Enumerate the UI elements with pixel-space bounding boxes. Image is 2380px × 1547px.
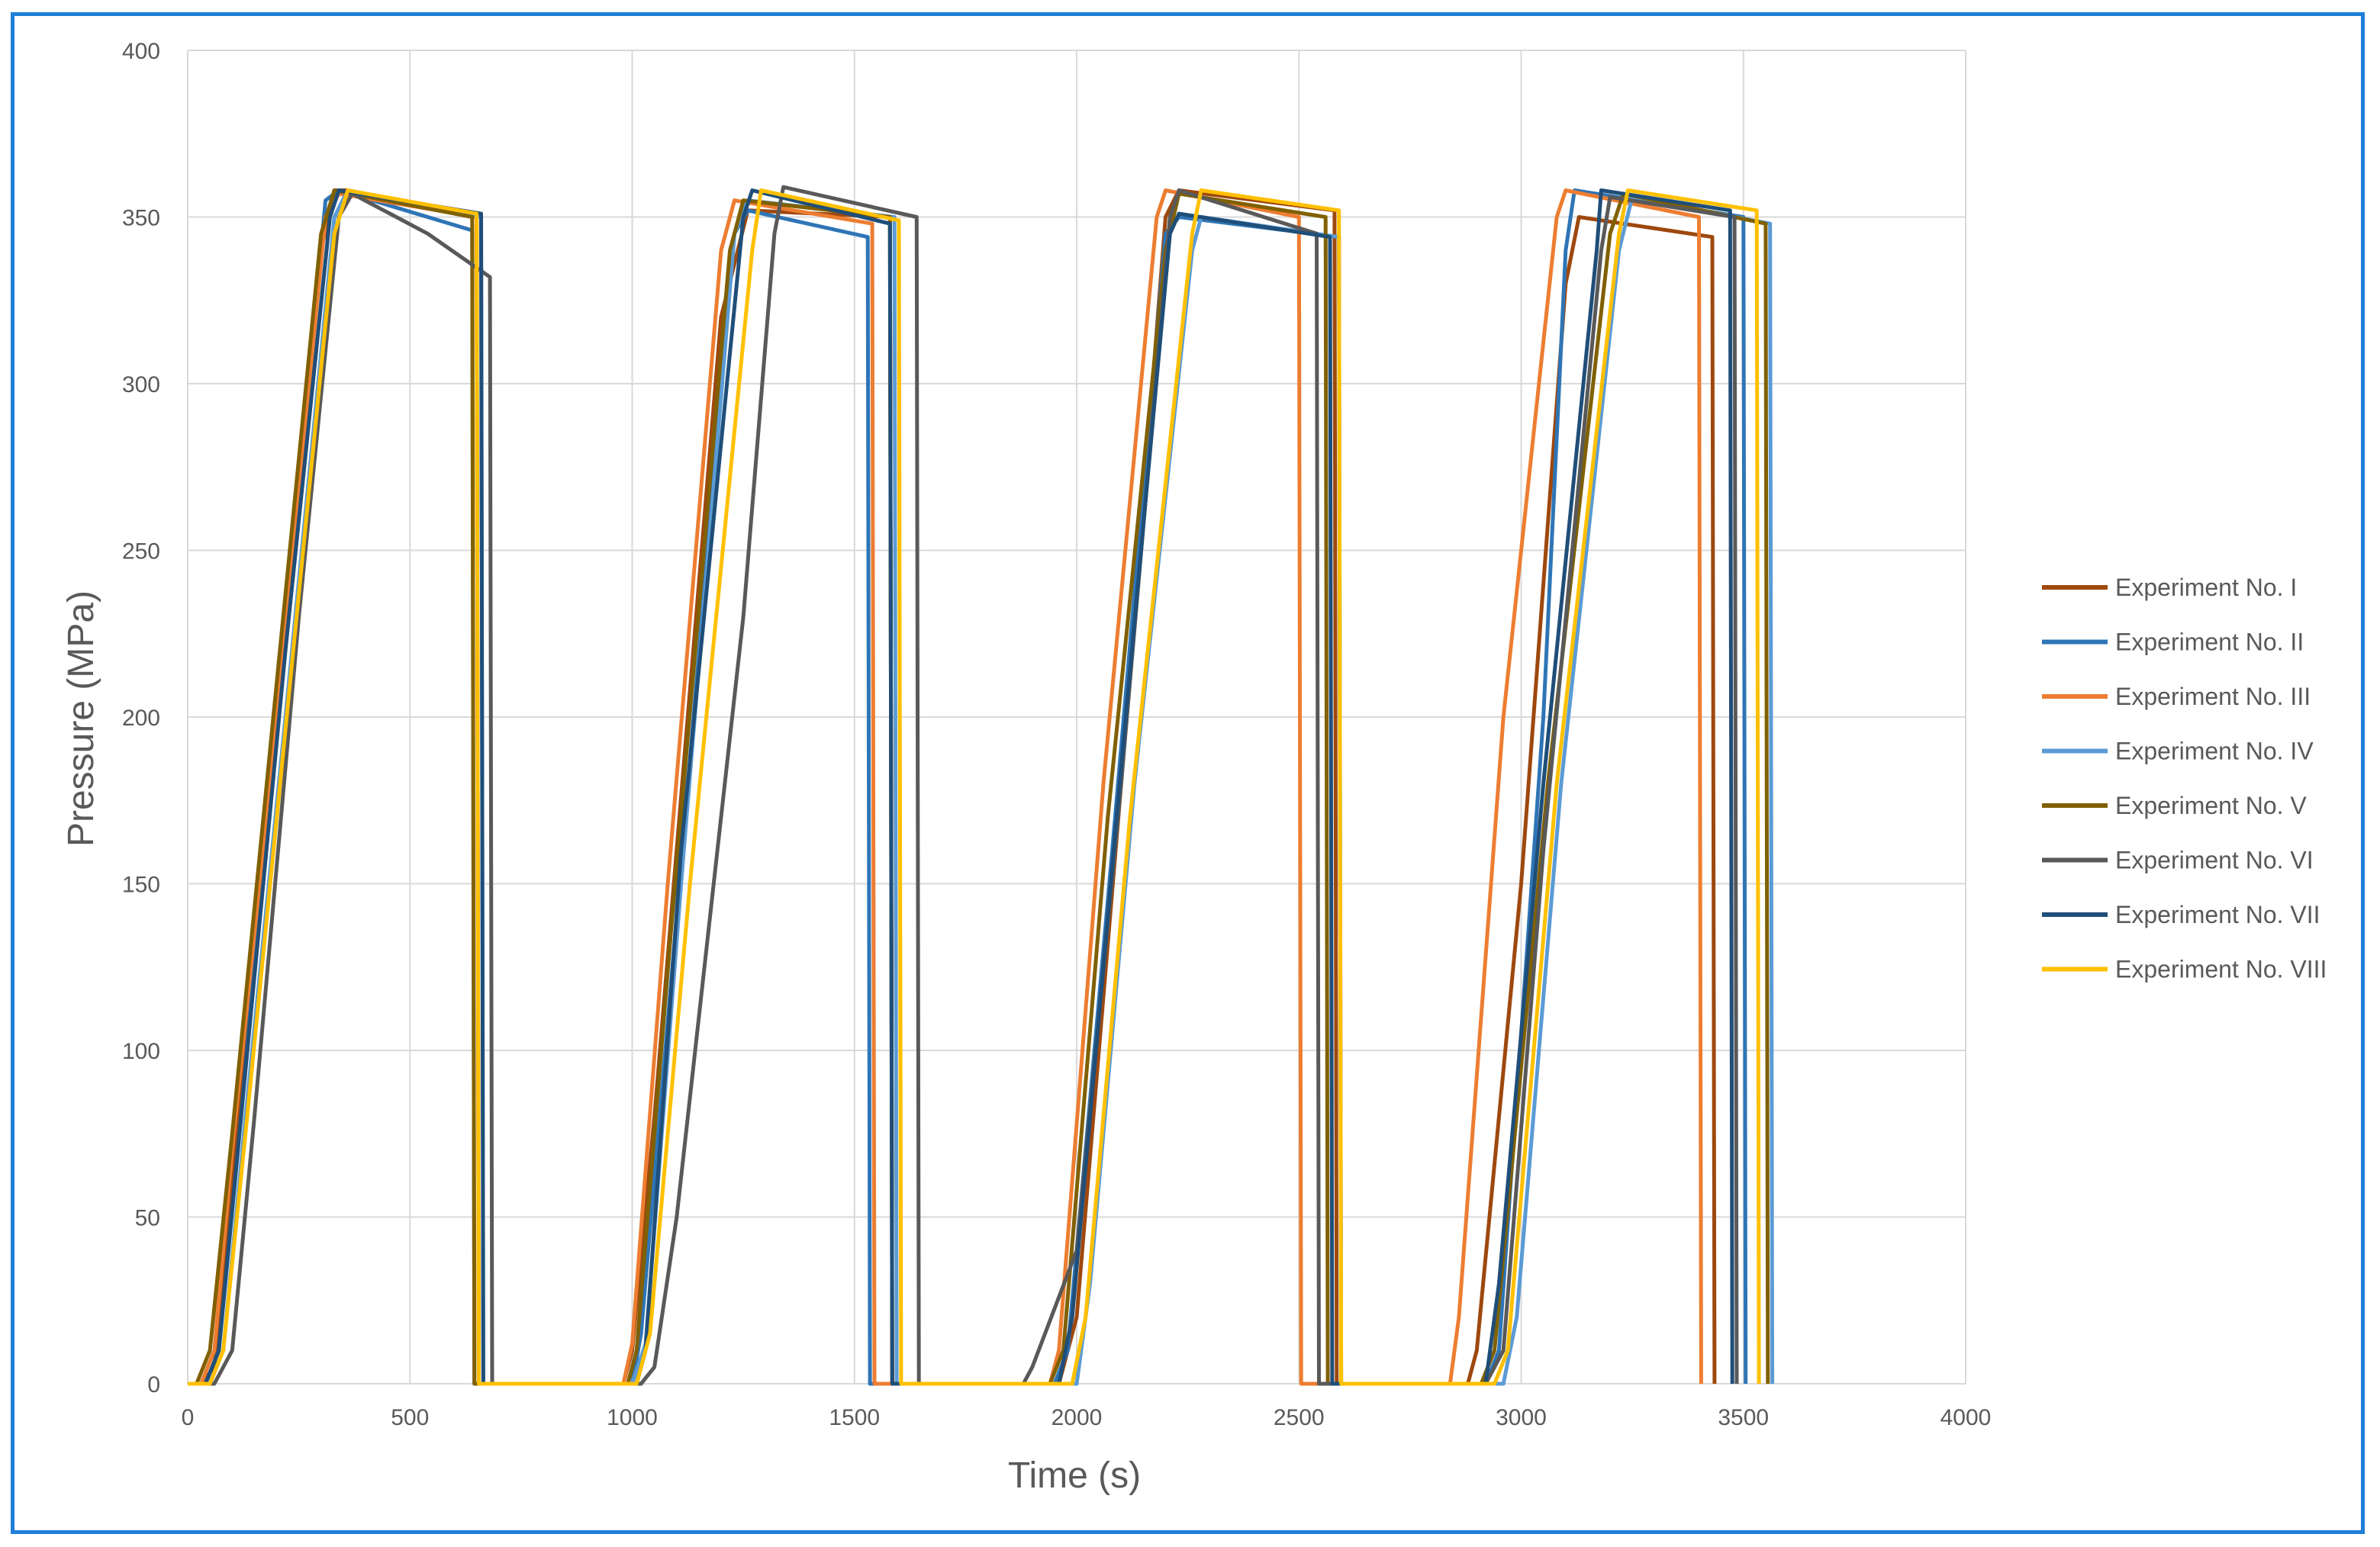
series-line-1 xyxy=(188,188,1717,1386)
legend-label: Experiment No. I xyxy=(2115,574,2297,601)
y-tick-label: 150 xyxy=(122,873,160,898)
legend-label: Experiment No. V xyxy=(2115,792,2307,819)
legend-label: Experiment No. VIII xyxy=(2115,956,2327,983)
legend-label: Experiment No. VII xyxy=(2115,901,2320,928)
legend-label: Experiment No. II xyxy=(2115,629,2304,656)
x-tick-label: 2000 xyxy=(1052,1405,1103,1430)
series-line-3 xyxy=(188,188,1703,1386)
y-tick-label: 100 xyxy=(122,1039,160,1064)
series-lines xyxy=(188,185,1775,1386)
y-tick-label: 50 xyxy=(135,1206,160,1231)
series-line-8 xyxy=(188,188,1761,1386)
y-tick-label: 350 xyxy=(122,206,160,231)
x-tick-label: 1500 xyxy=(829,1405,880,1430)
x-tick-label: 500 xyxy=(391,1405,429,1430)
grid-lines xyxy=(187,50,1966,1385)
series-line-4 xyxy=(188,188,1775,1386)
series-line-7 xyxy=(188,188,1734,1386)
x-tick-label: 3500 xyxy=(1718,1405,1769,1430)
y-tick-label: 200 xyxy=(122,706,160,731)
x-tick-labels: 0 500 1000 1500 2000 2500 3000 3500 4000 xyxy=(182,1405,1992,1430)
legend-label: Experiment No. IV xyxy=(2115,738,2314,765)
x-axis-title: Time (s) xyxy=(1008,1455,1141,1496)
x-tick-label: 1000 xyxy=(607,1405,658,1430)
y-axis-title: Pressure (MPa) xyxy=(61,590,101,847)
legend-label: Experiment No. VI xyxy=(2115,847,2314,874)
legend-label: Experiment No. III xyxy=(2115,683,2311,710)
y-tick-label: 0 xyxy=(147,1372,160,1397)
legend: Experiment No. I Experiment No. II Experim… xyxy=(2042,574,2327,983)
x-tick-label: 0 xyxy=(182,1405,195,1430)
series-line-5 xyxy=(188,188,1770,1386)
series-line-2 xyxy=(188,188,1748,1386)
x-tick-label: 2500 xyxy=(1274,1405,1325,1430)
y-tick-label: 400 xyxy=(122,39,160,64)
x-tick-label: 3000 xyxy=(1496,1405,1547,1430)
y-tick-label: 300 xyxy=(122,372,160,397)
y-tick-labels: 0 50 100 150 200 250 300 350 400 xyxy=(122,39,160,1397)
y-tick-label: 250 xyxy=(122,539,160,564)
x-tick-label: 4000 xyxy=(1940,1405,1992,1430)
